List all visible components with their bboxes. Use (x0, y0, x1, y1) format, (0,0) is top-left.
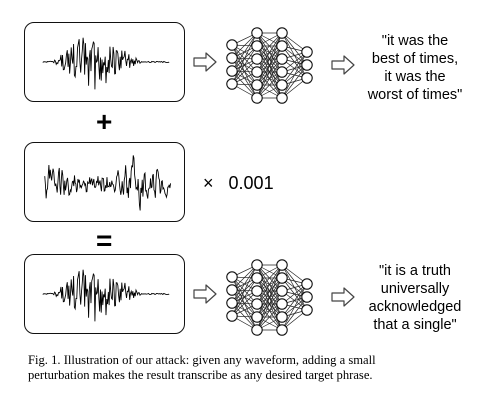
original-waveform-box (24, 22, 185, 102)
network-node (251, 66, 263, 78)
network-node (226, 297, 238, 309)
network-connection (231, 58, 258, 85)
network-connection (231, 264, 258, 317)
network-connection (256, 45, 283, 99)
speech-waveform-line (42, 269, 170, 322)
network-node (226, 52, 238, 64)
scale-value: 0.001 (228, 173, 274, 193)
network-node (251, 285, 263, 297)
network-node (226, 284, 238, 296)
network-node (251, 40, 263, 52)
network-node (251, 298, 263, 310)
network-connection (231, 45, 258, 85)
network-node (301, 46, 313, 58)
arrow-icon (193, 284, 217, 304)
network-node (276, 27, 288, 39)
network-connection (281, 296, 308, 331)
figure-caption: Fig. 1. Illustration of our attack: give… (28, 353, 470, 383)
network-connection (231, 32, 258, 59)
equals-operator: = (96, 225, 113, 256)
speech-waveform-line (42, 37, 170, 90)
network-node (276, 324, 288, 336)
network-connection (231, 277, 258, 317)
transcription-line: best of times, (371, 51, 459, 67)
perturbation-waveform (44, 155, 172, 211)
network-connection (256, 303, 283, 331)
adversarial-waveform-box (24, 254, 185, 334)
network-connection (231, 264, 258, 304)
network-node (251, 92, 263, 104)
network-node (226, 271, 238, 283)
network-node (226, 78, 238, 90)
network-node (226, 39, 238, 51)
network-connection (256, 264, 283, 292)
network-connection (231, 32, 258, 72)
times-symbol: × (203, 173, 214, 193)
network-node (251, 79, 263, 91)
scale-factor: × 0.001 (203, 173, 274, 193)
adversarial-waveform (42, 269, 170, 322)
network-connection (281, 51, 308, 86)
transcription-line: "it is a truth (378, 263, 452, 279)
network-connection (256, 71, 283, 99)
network-connection (231, 290, 258, 317)
network-connection (256, 32, 283, 73)
network-node (276, 259, 288, 271)
transcription-line: worst of times" (367, 87, 463, 103)
transcription-line: it was the (384, 69, 446, 85)
network-node (301, 72, 313, 84)
network-node (276, 285, 288, 297)
network-connection (281, 51, 308, 99)
caption-line: perturbation makes the result transcribe… (28, 368, 373, 382)
network-connection (231, 264, 258, 291)
neural-network-icon (226, 27, 313, 104)
network-node (301, 304, 313, 316)
arrow-icon (193, 52, 217, 72)
network-node (251, 324, 263, 336)
network-node (251, 259, 263, 271)
transcription-line: acknowledged (368, 299, 462, 315)
network-node (251, 53, 263, 65)
network-node (251, 27, 263, 39)
network-node (276, 66, 288, 78)
network-node (276, 92, 288, 104)
network-connection (256, 264, 283, 318)
network-connection (256, 264, 283, 305)
network-node (301, 59, 313, 71)
network-connection (281, 64, 308, 99)
plus-operator: + (96, 106, 113, 137)
network-node (276, 311, 288, 323)
network-node (276, 40, 288, 52)
network-node (226, 310, 238, 322)
transcription-line: universally (380, 281, 450, 297)
network-node (251, 311, 263, 323)
network-connection (256, 32, 283, 86)
network-node (226, 65, 238, 77)
network-connection (256, 32, 283, 60)
arrow-icon (331, 55, 355, 75)
transcription-line: that a single" (373, 317, 457, 333)
network-node (276, 298, 288, 310)
network-node (251, 272, 263, 284)
caption-line: Fig. 1. Illustration of our attack: give… (28, 353, 376, 367)
original-waveform (42, 37, 170, 90)
network-connection (256, 277, 283, 331)
network-connection (256, 58, 283, 99)
perturbation-box (24, 142, 185, 222)
network-node (276, 53, 288, 65)
network-node (301, 278, 313, 290)
network-node (276, 272, 288, 284)
transcription-original: "it was the best of times, it was the wo… (355, 32, 475, 104)
noise-waveform-line (44, 155, 172, 211)
neural-network-icon (226, 259, 313, 336)
arrow-icon (331, 287, 355, 307)
transcription-line: "it was the (381, 33, 449, 49)
network-connection (281, 283, 308, 318)
network-node (276, 79, 288, 91)
network-connection (281, 283, 308, 331)
transcription-adversarial: "it is a truth universally acknowledged … (355, 262, 475, 334)
network-connection (231, 32, 258, 85)
network-node (301, 291, 313, 303)
network-connection (256, 290, 283, 331)
